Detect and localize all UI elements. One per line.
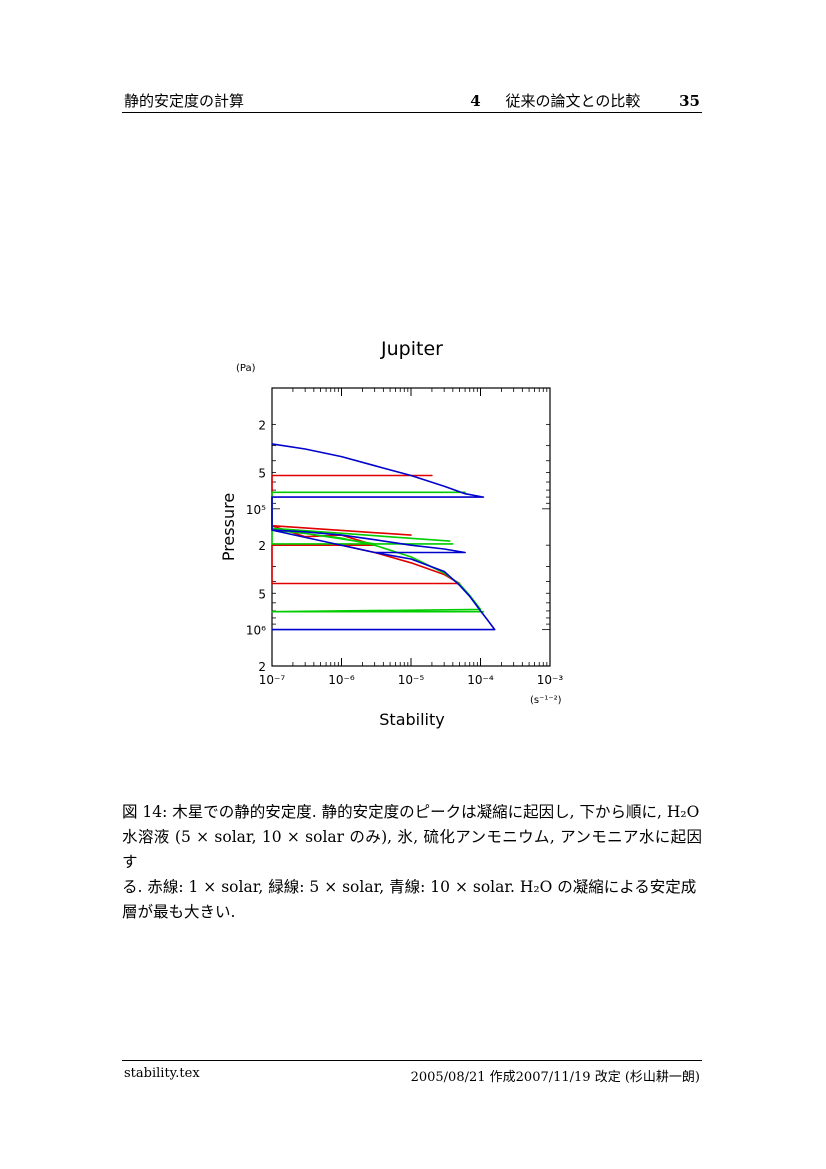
caption-line-4: 層が最も大きい. <box>122 903 236 921</box>
y-axis-label: Pressure <box>219 493 238 561</box>
y-tick-label: 2 <box>258 660 266 674</box>
plot-frame <box>271 387 551 667</box>
y-tick-label: 10⁶ <box>246 624 266 638</box>
x-tick-label: 10⁻³ <box>537 673 564 687</box>
y-tick-label: 2 <box>258 539 266 553</box>
y-axis-unit: (Pa) <box>236 363 256 374</box>
page-footer: stability.tex 2005/08/21 作成2007/11/19 改定… <box>122 1060 702 1085</box>
axis-ticks <box>271 387 551 667</box>
section-number: 4 <box>470 92 481 110</box>
x-tick-label: 10⁻⁵ <box>398 673 425 687</box>
figure-caption: 図 14: 木星での静的安定度. 静的安定度のピークは凝縮に起因し, 下から順に… <box>122 800 702 925</box>
footer-filename: stability.tex <box>124 1066 200 1081</box>
footer-revision: 2005/08/21 作成2007/11/19 改定 (杉山耕一朗) <box>410 1070 700 1085</box>
header-section: 4 従来の論文との比較 35 <box>470 90 700 111</box>
stability-chart: Jupiter (Pa) 10⁻⁷ 10⁻⁶ 10⁻⁵ 10⁻⁴ 10⁻³ 2 5 10⁵ 2 5… <box>219 338 563 729</box>
caption-line-1: 図 14: 木星での静的安定度. 静的安定度のピークは凝縮に起因し, 下から順に… <box>122 803 700 821</box>
x-tick-label: 10⁻⁶ <box>328 673 355 687</box>
running-head: 静的安定度の計算 4 従来の論文との比較 35 <box>122 86 702 113</box>
x-tick-label: 10⁻⁷ <box>259 673 286 687</box>
page-number: 35 <box>679 92 700 110</box>
y-tick-label: 10⁵ <box>246 503 266 517</box>
caption-line-3: る. 赤線: 1 × solar, 緑線: 5 × solar, 青線: 10 … <box>122 878 697 896</box>
y-tick-label: 5 <box>258 466 266 480</box>
header-title: 静的安定度の計算 <box>124 92 245 110</box>
caption-line-2: 水溶液 (5 × solar, 10 × solar のみ), 氷, 硫化アンモ… <box>122 828 702 871</box>
series-layer <box>271 443 496 631</box>
chart-title: Jupiter <box>380 338 443 360</box>
x-tick-label: 10⁻⁴ <box>467 673 494 687</box>
y-tick-label: 2 <box>258 418 266 432</box>
series-line-blue <box>271 443 496 631</box>
x-axis-unit: (s⁻¹⁻²) <box>530 695 562 706</box>
axis-tick-labels: 10⁻⁷ 10⁻⁶ 10⁻⁵ 10⁻⁴ 10⁻³ 2 5 10⁵ 2 5 10⁶ 2 <box>246 418 563 687</box>
figure: Jupiter (Pa) 10⁻⁷ 10⁻⁶ 10⁻⁵ 10⁻⁴ 10⁻³ 2 5 10⁵ 2 5… <box>210 330 590 740</box>
section-title: 従来の論文との比較 <box>505 92 641 110</box>
y-tick-label: 5 <box>258 587 266 601</box>
x-axis-label: Stability <box>379 710 444 729</box>
